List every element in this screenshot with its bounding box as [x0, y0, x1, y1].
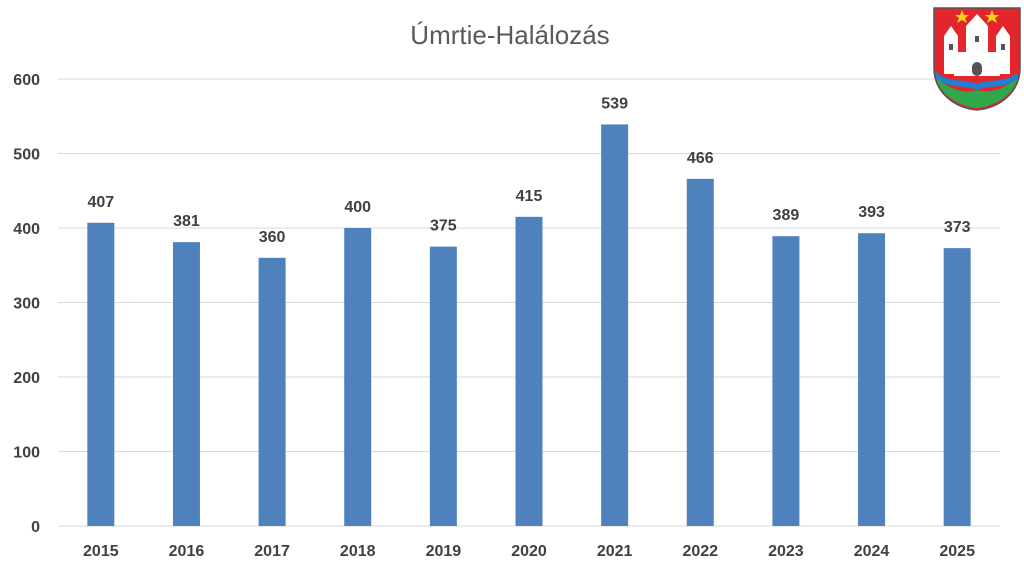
data-label-2022: 466 — [687, 150, 714, 167]
chart-title: Úmrtie-Halálozás — [410, 20, 609, 50]
x-tick-label-2020: 2020 — [511, 543, 547, 560]
x-tick-label-2016: 2016 — [169, 543, 205, 560]
bar-2024 — [858, 233, 886, 526]
x-tick-label-2019: 2019 — [426, 543, 462, 560]
x-tick-label-2015: 2015 — [83, 543, 119, 560]
x-tick-label-2017: 2017 — [254, 543, 290, 560]
data-label-2015: 407 — [87, 194, 114, 211]
data-labels: 407 381 360 400 375 415 539 466 389 393 373 — [87, 95, 970, 245]
data-label-2016: 381 — [173, 213, 200, 230]
y-tick-label: 0 — [31, 519, 40, 536]
x-tick-label-2024: 2024 — [854, 543, 890, 560]
data-label-2023: 389 — [773, 207, 800, 224]
data-label-2019: 375 — [430, 218, 457, 235]
bar-2017 — [258, 257, 286, 526]
bar-2016 — [172, 242, 200, 526]
x-tick-label-2025: 2025 — [939, 543, 975, 560]
data-label-2020: 415 — [516, 188, 543, 205]
x-tick-label-2022: 2022 — [682, 543, 718, 560]
y-tick-label: 500 — [13, 147, 40, 164]
y-tick-label: 200 — [13, 370, 40, 387]
bars — [87, 124, 971, 527]
x-tick-label-2023: 2023 — [768, 543, 804, 560]
bar-2022 — [686, 178, 714, 526]
bar-2019 — [429, 246, 457, 526]
y-tick-label: 100 — [13, 445, 40, 462]
bar-2023 — [772, 236, 800, 526]
data-label-2025: 373 — [944, 219, 971, 236]
data-label-2021: 539 — [601, 95, 628, 112]
data-label-2024: 393 — [858, 204, 885, 221]
coat-of-arms-emblem — [933, 7, 1021, 111]
bar-2020 — [515, 216, 543, 526]
bar-2025 — [943, 248, 971, 527]
y-tick-label: 400 — [13, 221, 40, 238]
bar-2018 — [344, 228, 372, 526]
bar-2015 — [87, 222, 115, 526]
data-label-2018: 400 — [344, 199, 371, 216]
star-icon — [955, 10, 999, 23]
y-tick-label: 600 — [13, 72, 40, 89]
bar-2021 — [601, 124, 629, 526]
y-tick-label: 300 — [13, 296, 40, 313]
y-axis-ticks: 0 100 200 300 400 500 600 — [13, 72, 40, 536]
x-tick-label-2018: 2018 — [340, 543, 376, 560]
x-tick-label-2021: 2021 — [597, 543, 633, 560]
data-label-2017: 360 — [259, 229, 286, 246]
x-axis-ticks: 2015 2016 2017 2018 2019 2020 2021 2022 2023 2024… — [83, 543, 975, 560]
